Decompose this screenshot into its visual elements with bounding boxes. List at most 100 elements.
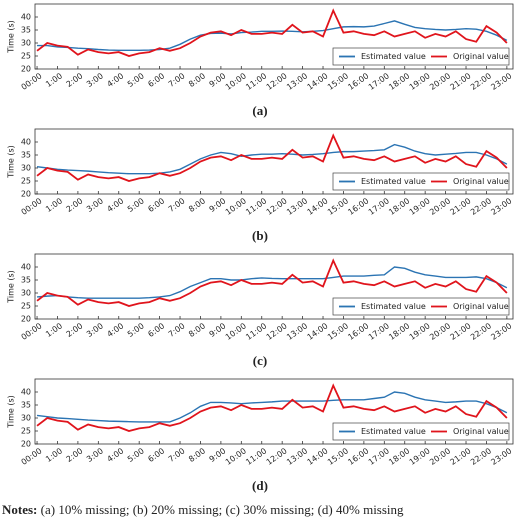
x-tick-label: 6:00	[146, 71, 166, 89]
x-tick-label: 15:00	[326, 71, 350, 92]
caption: (c)	[253, 353, 267, 368]
y-tick-label: 40	[21, 13, 31, 22]
y-axis-label: Time (s)	[7, 20, 16, 54]
x-tick-label: 6:00	[146, 446, 166, 464]
plot-frame	[34, 128, 514, 195]
y-tick-label: 35	[21, 276, 31, 285]
plot-frame	[34, 378, 514, 445]
y-tick-label: 30	[21, 164, 31, 173]
x-tick-label: 22:00	[469, 321, 493, 342]
x-tick-label: 17:00	[367, 71, 391, 92]
y-tick-label: 30	[21, 39, 31, 48]
x-tick-label: 4:00	[105, 71, 125, 89]
x-tick-label: 12:00	[265, 446, 289, 467]
x-tick-label: 16:00	[346, 71, 370, 92]
series-line	[36, 258, 508, 307]
x-tick-label: 5:00	[126, 71, 146, 89]
x-tick-label: 12:00	[265, 196, 289, 217]
legend-box	[332, 172, 510, 191]
x-tick-label: 18:00	[387, 446, 411, 467]
legend-label: Estimated value	[361, 427, 426, 436]
x-tick-label: 10:00	[224, 446, 248, 467]
x-tick-label: 22:00	[469, 446, 493, 467]
x-tick-label: 00:00	[20, 196, 44, 217]
x-tick-label: 23:00	[489, 71, 513, 92]
x-tick-label: 4:00	[105, 321, 125, 339]
x-tick-label: 5:00	[126, 446, 146, 464]
legend-label: Estimated value	[361, 302, 426, 311]
x-tick-label: 3:00	[85, 446, 105, 464]
y-tick-label: 20	[21, 440, 31, 449]
x-tick-label: 5:00	[126, 321, 146, 339]
y-tick-label: 30	[21, 289, 31, 298]
x-tick-label: 18:00	[387, 321, 411, 342]
x-tick-label: 21:00	[449, 196, 473, 217]
x-tick-label: 6:00	[146, 196, 166, 214]
caption: (b)	[252, 228, 268, 243]
x-tick-label: 16:00	[346, 446, 370, 467]
legend-label: Original value	[453, 427, 509, 436]
y-tick-label: 35	[21, 401, 31, 410]
y-tick-label: 25	[21, 52, 31, 61]
x-tick-label: 6:00	[146, 321, 166, 339]
y-tick-label: 25	[21, 302, 31, 311]
legend-label: Estimated value	[361, 177, 426, 186]
x-tick-label: 4:00	[105, 446, 125, 464]
x-tick-label: 10:00	[224, 196, 248, 217]
x-tick-label: 8:00	[187, 196, 207, 214]
x-tick-label: 11:00	[244, 446, 268, 467]
y-tick-label: 20	[21, 190, 31, 199]
x-tick-label: 12:00	[265, 71, 289, 92]
x-tick-label: 13:00	[285, 71, 309, 92]
x-tick-label: 23:00	[489, 321, 513, 342]
x-tick-label: 17:00	[367, 196, 391, 217]
x-tick-label: 15:00	[326, 446, 350, 467]
x-tick-label: 7:00	[167, 321, 187, 339]
x-tick-label: 8:00	[187, 446, 207, 464]
x-tick-label: 14:00	[306, 446, 330, 467]
x-tick-label: 11:00	[244, 71, 268, 92]
x-tick-label: 2:00	[65, 321, 85, 339]
x-tick-label: 00:00	[20, 71, 44, 92]
legend-label: Original value	[453, 52, 509, 61]
plot-frame	[34, 3, 514, 70]
x-tick-label: 8:00	[187, 321, 207, 339]
x-tick-label: 18:00	[387, 196, 411, 217]
x-tick-label: 1:00	[44, 446, 64, 464]
series-line	[36, 266, 508, 299]
x-tick-label: 4:00	[105, 196, 125, 214]
notes-label: Notes:	[2, 502, 37, 517]
x-tick-label: 19:00	[408, 446, 432, 467]
legend-box	[332, 297, 510, 316]
x-tick-label: 20:00	[428, 446, 452, 467]
y-tick-label: 20	[21, 65, 31, 74]
legend-label: Original value	[453, 302, 509, 311]
x-tick-label: 10:00	[224, 321, 248, 342]
x-tick-label: 10:00	[224, 71, 248, 92]
x-tick-label: 19:00	[408, 196, 432, 217]
x-tick-label: 21:00	[449, 71, 473, 92]
legend-label: Estimated value	[361, 52, 426, 61]
y-tick-label: 25	[21, 427, 31, 436]
x-tick-label: 13:00	[285, 446, 309, 467]
x-tick-label: 5:00	[126, 196, 146, 214]
x-tick-label: 2:00	[65, 71, 85, 89]
y-tick-label: 40	[21, 263, 31, 272]
x-tick-label: 19:00	[408, 71, 432, 92]
x-tick-label: 16:00	[346, 196, 370, 217]
x-tick-label: 2:00	[65, 446, 85, 464]
notes-text: (a) 10% missing; (b) 20% missing; (c) 30…	[41, 502, 404, 517]
plot-frame	[34, 253, 514, 320]
x-tick-label: 3:00	[85, 196, 105, 214]
y-tick-label: 30	[21, 414, 31, 423]
y-tick-label: 35	[21, 26, 31, 35]
notes: Notes: (a) 10% missing; (b) 20% missing;…	[2, 502, 404, 517]
x-tick-label: 23:00	[489, 446, 513, 467]
series-line	[37, 20, 508, 51]
x-tick-label: 12:00	[265, 321, 289, 342]
series-line	[36, 133, 508, 182]
x-tick-label: 13:00	[285, 196, 309, 217]
x-tick-label: 15:00	[326, 321, 350, 342]
x-tick-label: 11:00	[244, 321, 268, 342]
